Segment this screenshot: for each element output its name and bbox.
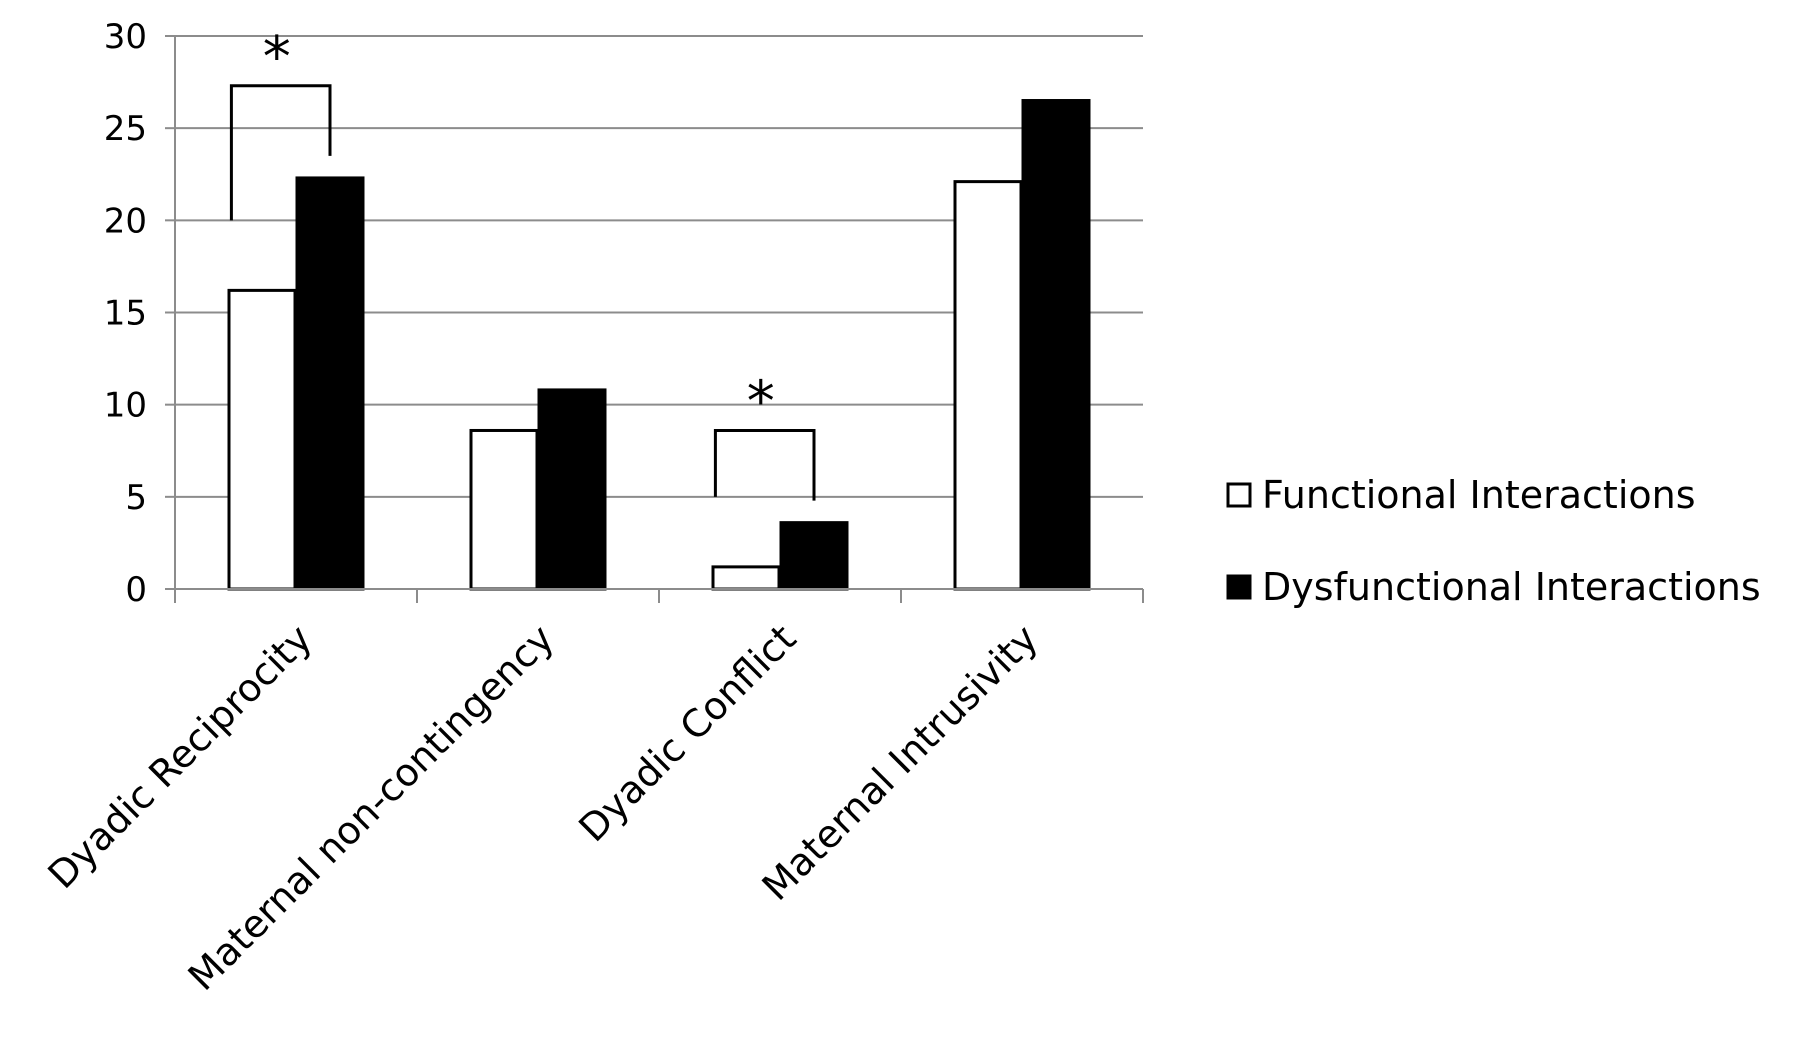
legend-swatch-dysfunctional bbox=[1226, 574, 1252, 600]
legend: Functional Interactions Dysfunctional Int… bbox=[1226, 473, 1761, 609]
legend-label: Functional Interactions bbox=[1262, 473, 1696, 517]
legend-label: Dysfunctional Interactions bbox=[1262, 565, 1761, 609]
category-label: Maternal Intrusivity bbox=[754, 616, 1047, 909]
y-tick-label: 5 bbox=[125, 478, 147, 518]
bars bbox=[227, 99, 1091, 591]
y-tick-label: 10 bbox=[104, 386, 147, 426]
significance-bracket bbox=[229, 84, 332, 221]
bar-dysfunctional bbox=[779, 521, 849, 591]
bar-dysfunctional bbox=[295, 176, 365, 591]
y-tick-label: 20 bbox=[104, 201, 147, 241]
category-label: Dyadic Reciprocity bbox=[39, 616, 320, 897]
category-label: Dyadic Conflict bbox=[570, 616, 804, 850]
y-tick-label: 30 bbox=[104, 17, 147, 57]
y-tick-label: 25 bbox=[104, 109, 147, 149]
significance-markers: ** bbox=[229, 25, 816, 501]
bar-functional bbox=[711, 565, 781, 591]
y-axis: 0 5 10 15 20 25 30 bbox=[104, 17, 176, 610]
significance-star: * bbox=[747, 369, 775, 434]
y-tick-label: 15 bbox=[104, 294, 147, 334]
significance-bracket bbox=[713, 428, 816, 501]
bar-dysfunctional bbox=[537, 388, 607, 591]
significance-star: * bbox=[263, 25, 291, 90]
bar-dysfunctional bbox=[1021, 99, 1091, 591]
y-tick-label: 0 bbox=[125, 570, 147, 610]
bar-functional bbox=[469, 428, 539, 591]
legend-swatch-functional bbox=[1226, 482, 1252, 508]
bar-functional bbox=[227, 288, 297, 591]
bar-functional bbox=[953, 180, 1023, 591]
